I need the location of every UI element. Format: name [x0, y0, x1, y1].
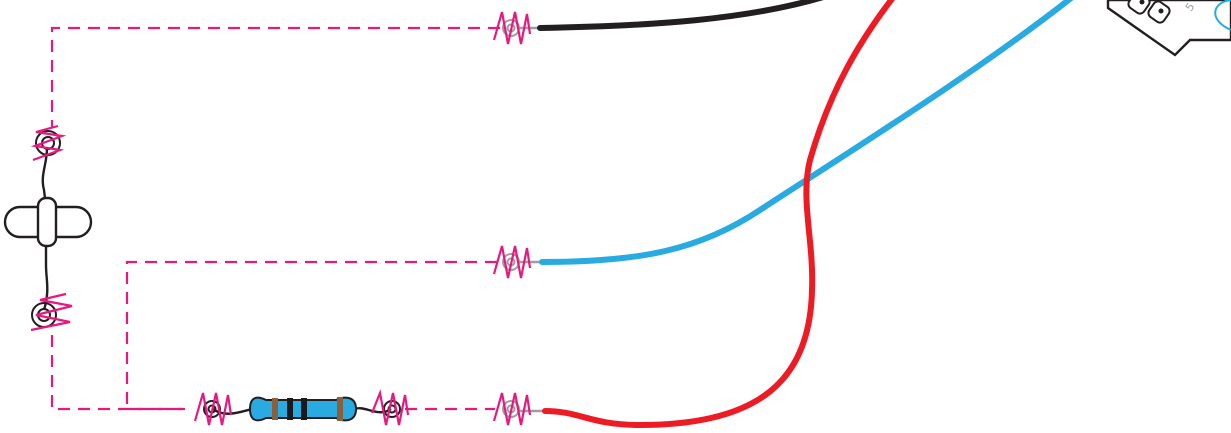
- black-wire[interactable]: [537, 0, 830, 31]
- bottom-connector-icon[interactable]: [492, 392, 532, 426]
- arduino-board-partial[interactable]: 5: [1106, 0, 1231, 57]
- blue-wire[interactable]: [539, 0, 1075, 265]
- red-wire[interactable]: [542, 0, 895, 429]
- ratsnest-left-bottom: [50, 335, 185, 411]
- board-accent-arc: [1214, 0, 1231, 31]
- top-connector-icon[interactable]: [492, 11, 532, 45]
- ratsnest-lines: [50, 26, 500, 411]
- ratsnest-top: [50, 26, 500, 128]
- wires: [518, 0, 1075, 429]
- header-pins: [1127, 0, 1171, 24]
- middle-connector-icon[interactable]: [492, 245, 532, 279]
- pushbutton-icon[interactable]: [3, 124, 93, 332]
- resistor-icon[interactable]: [193, 389, 410, 426]
- ratsnest-middle: [125, 260, 497, 411]
